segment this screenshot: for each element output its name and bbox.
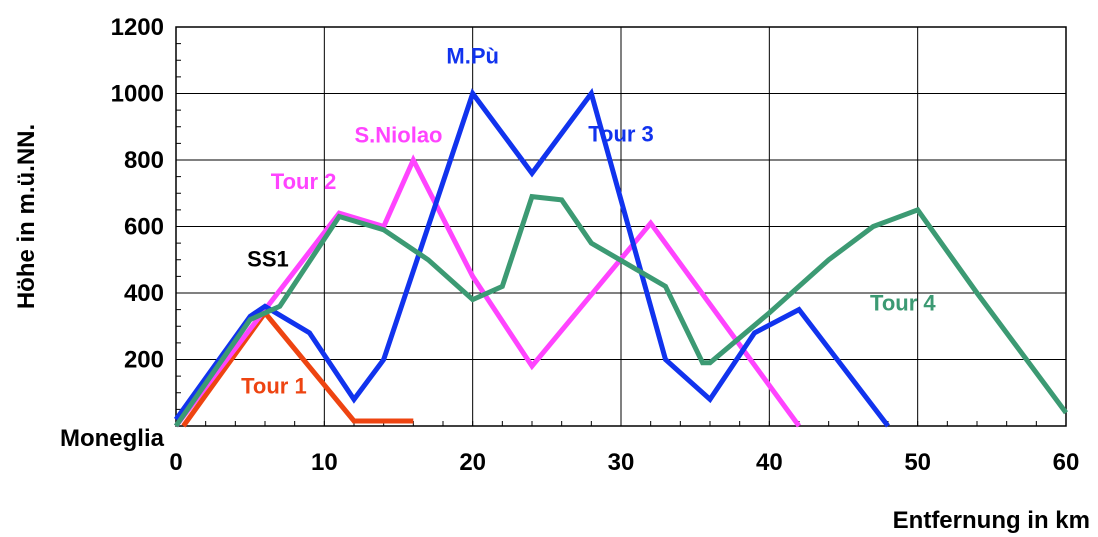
- series-annotation: SS1: [247, 246, 289, 271]
- y-axis-title: Höhe in m.ü.NN.: [13, 124, 40, 309]
- series-annotation: Tour 1: [241, 374, 307, 399]
- series-line-tour-1: [181, 308, 414, 428]
- series-annotation: S.Niolao: [354, 122, 442, 147]
- y-tick-label: 800: [124, 147, 164, 174]
- series-annotation: Tour 3: [588, 122, 654, 147]
- x-tick-labels: 0 10 20 30 40 50 60: [169, 449, 1079, 476]
- series-annotation: Tour 2: [271, 169, 337, 194]
- y-tick-label: 400: [124, 280, 164, 307]
- x-tick-label: 30: [608, 449, 635, 476]
- y-origin-label: Moneglia: [60, 425, 165, 452]
- x-tick-label: 50: [904, 449, 931, 476]
- series-line-tour-4: [173, 193, 1069, 428]
- y-tick-labels: 200 400 600 800 1000 1200: [111, 14, 164, 374]
- x-tick-label: 40: [756, 449, 783, 476]
- annotations: M.Pù S.Niolao Tour 3 Tour 2 SS1 Tour 4 Tour 1: [241, 44, 936, 399]
- series-line-tour-2: [174, 154, 802, 428]
- x-tick-label: 0: [169, 449, 182, 476]
- series-annotation: M.Pù: [446, 44, 499, 69]
- y-tick-label: 1000: [111, 81, 164, 108]
- series-annotation: Tour 4: [870, 290, 936, 315]
- x-tick-label: 20: [459, 449, 486, 476]
- x-axis-title: Entfernung in km: [893, 507, 1090, 534]
- x-tick-label: 60: [1053, 449, 1080, 476]
- y-tick-label: 200: [124, 347, 164, 374]
- y-tick-label: 600: [124, 214, 164, 241]
- series-layer: [173, 87, 1069, 428]
- x-tick-label: 10: [311, 449, 338, 476]
- y-tick-label: 1200: [111, 14, 164, 41]
